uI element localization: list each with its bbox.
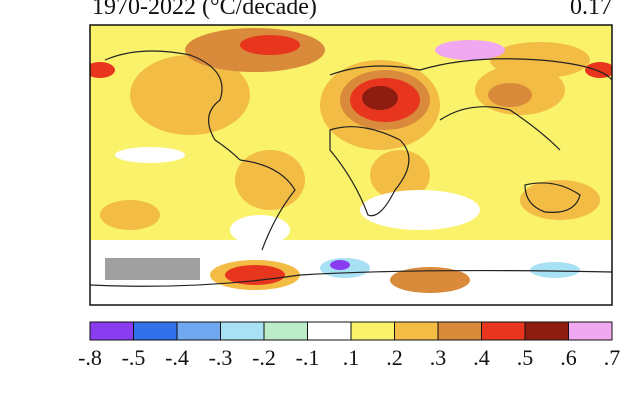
- legend-label: .6: [560, 345, 577, 370]
- legend-label: .4: [473, 345, 490, 370]
- color-legend: -.8 -.5 -.4 -.3 -.2 -.1 .1 .2 .3 .4 .5 .6 .7: [78, 321, 621, 370]
- legend-label: .3: [430, 345, 447, 370]
- map-title: 1970-2022 (°C/decade): [92, 0, 317, 20]
- color-box: [394, 321, 439, 341]
- color-box: [568, 321, 613, 341]
- legend-label: -.2: [252, 345, 276, 370]
- legend-label: -.5: [122, 345, 146, 370]
- global-mean: 0.17: [570, 0, 612, 20]
- color-box: [89, 321, 134, 341]
- legend-label: -.4: [165, 345, 189, 370]
- legend-label: -.3: [209, 345, 233, 370]
- legend-label: .5: [517, 345, 534, 370]
- color-box: [524, 321, 569, 341]
- legend-label: -.8: [78, 345, 102, 370]
- legend-label: -.1: [296, 345, 320, 370]
- legend-label: .2: [386, 345, 403, 370]
- color-box: [133, 321, 178, 341]
- legend-label: .1: [343, 345, 360, 370]
- color-box: [176, 321, 221, 341]
- color-box: [307, 321, 352, 341]
- color-box: [481, 321, 526, 341]
- legend-label: .7: [604, 345, 621, 370]
- color-box: [263, 321, 308, 341]
- color-box: [437, 321, 482, 341]
- map: [89, 24, 613, 306]
- color-box: [220, 321, 265, 341]
- color-box: [350, 321, 395, 341]
